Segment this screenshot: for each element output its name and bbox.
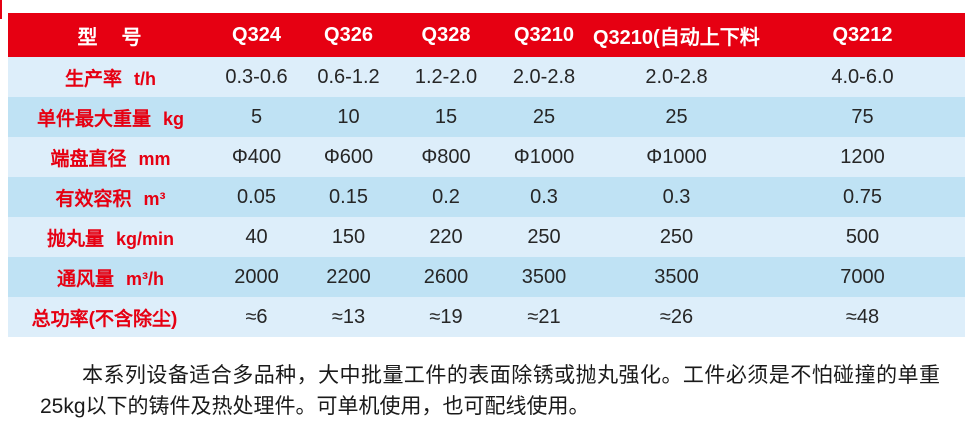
table-row-max-piece-weight: 单件最大重量 kg 5 10 15 25 25 75: [8, 97, 965, 137]
row-label: 生产率 t/h: [8, 57, 213, 97]
row-label: 单件最大重量 kg: [8, 97, 213, 137]
cell-value: 75: [760, 97, 965, 137]
cell-value: 2200: [300, 257, 397, 297]
cell-value: ≈19: [397, 297, 495, 337]
cell-value: 0.6-1.2: [300, 57, 397, 97]
cell-value: 2.0-2.8: [495, 57, 593, 97]
table-row-effective-volume: 有效容积 m³ 0.05 0.15 0.2 0.3 0.3 0.75: [8, 177, 965, 217]
cell-value: 3500: [593, 257, 760, 297]
cell-value: 4.0-6.0: [760, 57, 965, 97]
row-label-name: 生产率: [64, 68, 122, 90]
cell-value: 150: [300, 217, 397, 257]
cell-value: ≈48: [760, 297, 965, 337]
cell-value: 250: [495, 217, 593, 257]
cell-value: ≈21: [495, 297, 593, 337]
cell-value: Φ800: [397, 137, 495, 177]
row-label-name: 单件最大重量: [36, 108, 151, 130]
cell-value: 0.3: [495, 177, 593, 217]
header-model-q3210: Q3210: [495, 13, 593, 57]
header-model-q324: Q324: [213, 13, 300, 57]
cell-value: 5: [213, 97, 300, 137]
table-row-total-power: 总功率(不含除尘) ≈6 ≈13 ≈19 ≈21 ≈26 ≈48: [8, 297, 965, 337]
cell-value: 2.0-2.8: [593, 57, 760, 97]
cell-value: ≈6: [213, 297, 300, 337]
row-label-name: 端盘直径: [50, 148, 127, 170]
table-row-shot-flow-rate: 抛丸量 kg/min 40 150 220 250 250 500: [8, 217, 965, 257]
cell-value: 25: [495, 97, 593, 137]
cell-value: 0.3-0.6: [213, 57, 300, 97]
table-row-production-rate: 生产率 t/h 0.3-0.6 0.6-1.2 1.2-2.0 2.0-2.8 2…: [8, 57, 965, 97]
row-label-unit: m³/h: [126, 268, 164, 289]
cell-value: 7000: [760, 257, 965, 297]
header-model-label: 型 号: [8, 13, 213, 57]
cell-value: 40: [213, 217, 300, 257]
row-label-unit: kg/min: [116, 228, 175, 249]
page-border-tick: [0, 0, 2, 19]
cell-value: 250: [593, 217, 760, 257]
cell-value: 25: [593, 97, 760, 137]
table-row-ventilation: 通风量 m³/h 2000 2200 2600 3500 3500 7000: [8, 257, 965, 297]
cell-value: 220: [397, 217, 495, 257]
cell-value: Φ600: [300, 137, 397, 177]
header-model-q3212: Q3212: [760, 13, 965, 57]
cell-value: Φ400: [213, 137, 300, 177]
header-model-q326: Q326: [300, 13, 397, 57]
row-label-name: 通风量: [56, 268, 114, 290]
table-row-end-disc-diameter: 端盘直径 mm Φ400 Φ600 Φ800 Φ1000 Φ1000 1200: [8, 137, 965, 177]
row-label-name: 有效容积: [55, 188, 132, 210]
cell-value: ≈13: [300, 297, 397, 337]
cell-value: 0.15: [300, 177, 397, 217]
row-label: 总功率(不含除尘): [8, 297, 213, 337]
description-paragraph: 本系列设备适合多品种，大中批量工件的表面除锈或抛丸强化。工件必须是不怕碰撞的单重…: [40, 364, 940, 418]
row-label-unit: m³: [143, 188, 166, 209]
row-label-name: 总功率(不含除尘): [31, 308, 178, 330]
row-label: 有效容积 m³: [8, 177, 213, 217]
row-label: 抛丸量 kg/min: [8, 217, 213, 257]
cell-value: 0.2: [397, 177, 495, 217]
cell-value: Φ1000: [593, 137, 760, 177]
cell-value: Φ1000: [495, 137, 593, 177]
table-header-row: 型 号 Q324 Q326 Q328 Q3210 Q3210(自动上下料) Q3…: [8, 13, 965, 57]
row-label: 通风量 m³/h: [8, 257, 213, 297]
cell-value: ≈26: [593, 297, 760, 337]
header-model-q328: Q328: [397, 13, 495, 57]
cell-value: 1200: [760, 137, 965, 177]
cell-value: 0.75: [760, 177, 965, 217]
cell-value: 2000: [213, 257, 300, 297]
cell-value: 500: [760, 217, 965, 257]
row-label-unit: mm: [138, 148, 171, 169]
header-model-q3210-auto: Q3210(自动上下料): [593, 13, 760, 57]
cell-value: 3500: [495, 257, 593, 297]
cell-value: 15: [397, 97, 495, 137]
row-label-name: 抛丸量: [46, 228, 104, 250]
cell-value: 0.3: [593, 177, 760, 217]
cell-value: 0.05: [213, 177, 300, 217]
cell-value: 2600: [397, 257, 495, 297]
cell-value: 10: [300, 97, 397, 137]
row-label-unit: kg: [163, 108, 185, 129]
row-label: 端盘直径 mm: [8, 137, 213, 177]
row-label-unit: t/h: [134, 68, 156, 89]
cell-value: 1.2-2.0: [397, 57, 495, 97]
spec-table: 型 号 Q324 Q326 Q328 Q3210 Q3210(自动上下料) Q3…: [8, 13, 965, 337]
